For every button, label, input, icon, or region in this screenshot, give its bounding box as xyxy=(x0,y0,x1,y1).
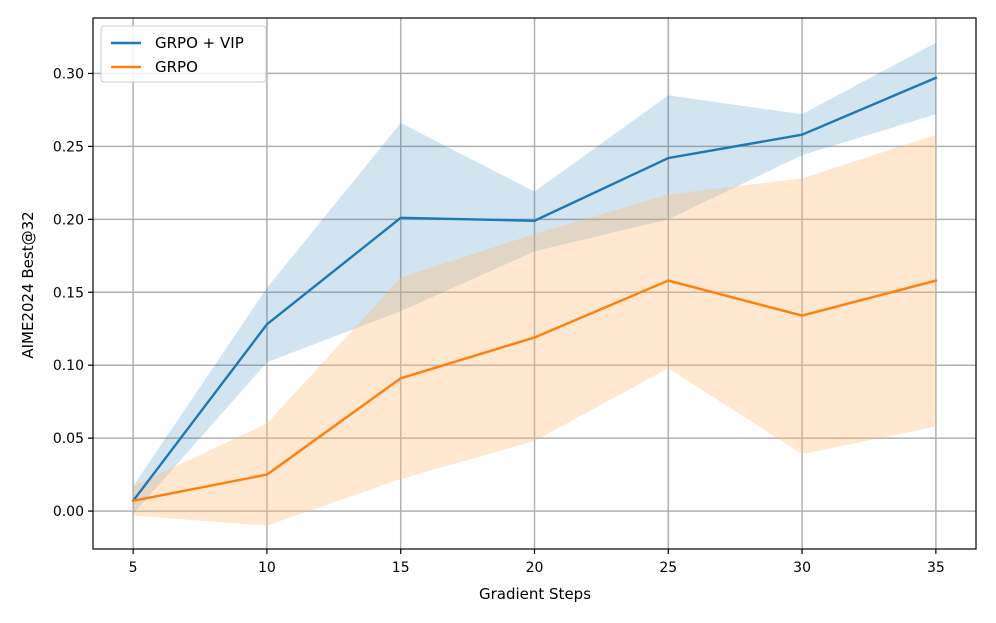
y-axis-label: AIME2024 Best@32 xyxy=(19,211,37,358)
y-tick-label: 0.10 xyxy=(53,358,84,374)
x-tick-label: 20 xyxy=(526,560,544,576)
legend-label: GRPO xyxy=(155,58,198,76)
x-tick-label: 30 xyxy=(793,560,811,576)
x-tick-label: 15 xyxy=(392,560,410,576)
y-tick-label: 0.00 xyxy=(53,504,84,520)
x-tick-label: 25 xyxy=(659,560,677,576)
y-tick-label: 0.20 xyxy=(53,212,84,228)
x-tick-label: 10 xyxy=(258,560,276,576)
band-grpo-vip xyxy=(133,42,936,514)
x-tick-label: 5 xyxy=(129,560,138,576)
x-axis-label: Gradient Steps xyxy=(479,585,591,603)
y-tick-label: 0.05 xyxy=(53,431,84,447)
x-tick-label: 35 xyxy=(927,560,945,576)
series-line-grpo-vip xyxy=(131,76,938,503)
y-tick-label: 0.15 xyxy=(53,285,84,301)
legend: GRPO + VIP GRPO xyxy=(100,25,267,83)
legend-label: GRPO + VIP xyxy=(155,34,244,52)
grid-layer xyxy=(93,18,976,549)
line-layer xyxy=(131,76,938,503)
y-tick-label: 0.30 xyxy=(53,66,84,82)
tick-layer: 5 10 15 20 25 30 35 0.00 0.05 0.10 0.15 0.20 0.25 0.3… xyxy=(53,66,945,576)
series-line-grpo xyxy=(131,279,938,503)
y-tick-label: 0.25 xyxy=(53,139,84,155)
legend-box xyxy=(100,25,267,83)
